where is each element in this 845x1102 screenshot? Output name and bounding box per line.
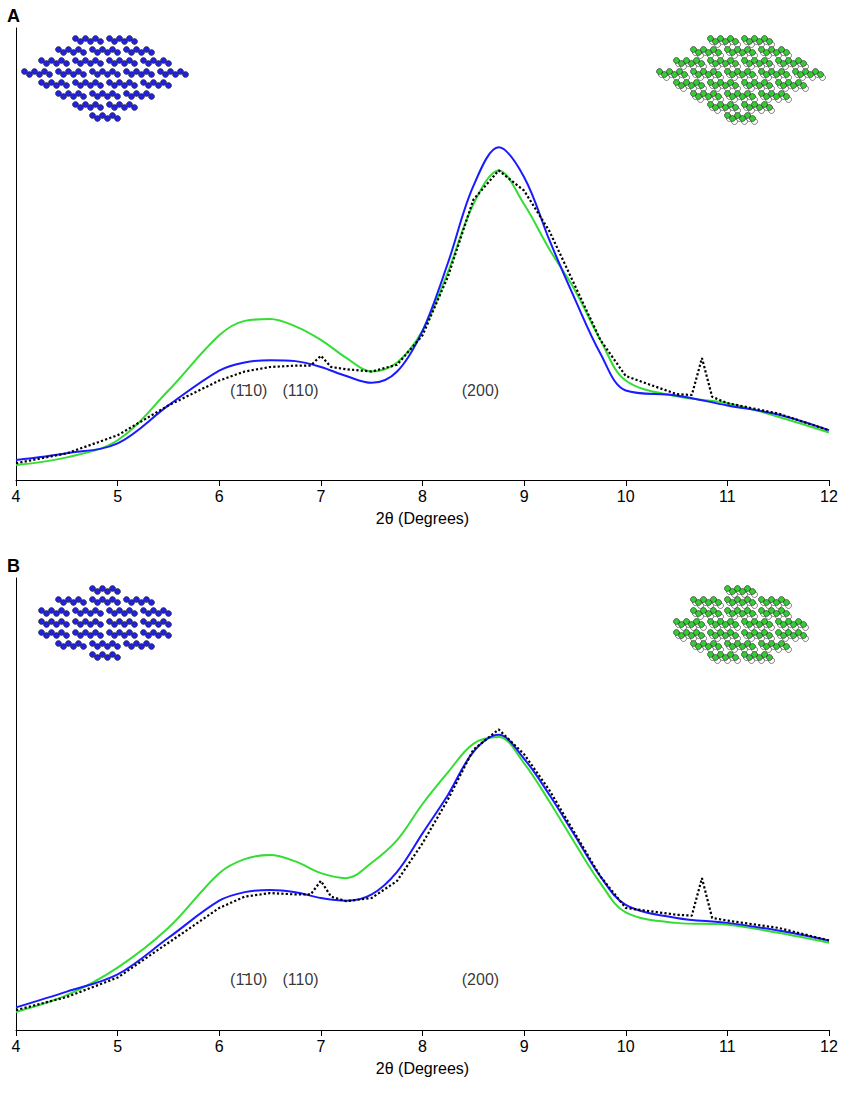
svg-text:(1̄10): (1̄10) [230, 971, 267, 988]
svg-text:8: 8 [418, 488, 427, 505]
svg-text:4: 4 [12, 488, 21, 505]
svg-text:4: 4 [12, 1038, 21, 1055]
svg-text:A: A [7, 6, 20, 26]
svg-text:11: 11 [719, 1038, 736, 1055]
svg-text:2θ (Degrees): 2θ (Degrees) [376, 1060, 469, 1077]
svg-text:7: 7 [316, 1038, 325, 1055]
svg-text:2θ (Degrees): 2θ (Degrees) [376, 510, 469, 527]
svg-text:6: 6 [215, 488, 224, 505]
svg-text:8: 8 [418, 1038, 427, 1055]
svg-text:(110): (110) [282, 971, 318, 988]
svg-text:10: 10 [617, 488, 635, 505]
svg-text:6: 6 [215, 1038, 224, 1055]
svg-text:9: 9 [520, 488, 529, 505]
svg-text:12: 12 [820, 488, 838, 505]
svg-text:(200): (200) [462, 971, 499, 988]
svg-text:(110): (110) [282, 382, 318, 399]
svg-text:11: 11 [719, 488, 736, 505]
svg-text:9: 9 [520, 1038, 529, 1055]
svg-text:10: 10 [617, 1038, 635, 1055]
svg-text:7: 7 [316, 488, 325, 505]
svg-text:5: 5 [113, 488, 122, 505]
svg-text:5: 5 [113, 1038, 122, 1055]
svg-text:12: 12 [820, 1038, 838, 1055]
svg-text:(200): (200) [462, 382, 499, 399]
svg-text:B: B [7, 556, 20, 576]
svg-text:(1̄10): (1̄10) [230, 382, 267, 399]
